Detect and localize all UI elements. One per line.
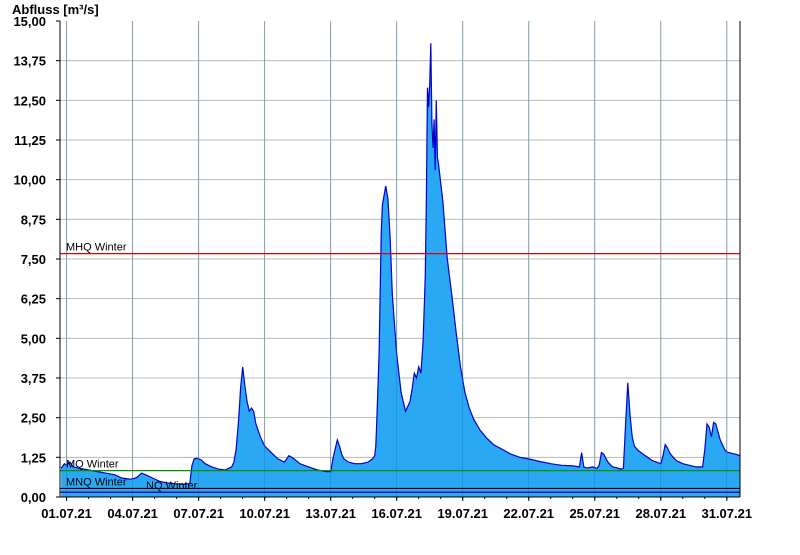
x-tick-label: 13.07.21 [305, 506, 356, 521]
y-tick-label: 10,00 [13, 173, 46, 188]
x-tick-label: 10.07.21 [239, 506, 290, 521]
x-tick-label: 01.07.21 [41, 506, 92, 521]
reference-line-label: MQ Winter [66, 459, 119, 471]
y-tick-label: 6,25 [21, 292, 46, 307]
y-tick-label: 0,00 [21, 490, 46, 505]
reference-line-label: MNQ Winter [66, 476, 127, 488]
x-tick-label: 04.07.21 [107, 506, 158, 521]
x-tick-label: 19.07.21 [437, 506, 488, 521]
y-tick-label: 2,50 [21, 411, 46, 426]
y-tick-label: 3,75 [21, 371, 46, 386]
y-tick-label: 15,00 [13, 14, 46, 29]
y-tick-label: 8,75 [21, 212, 46, 227]
discharge-area [61, 43, 741, 497]
discharge-line [60, 43, 741, 485]
y-tick-label: 12,50 [13, 93, 46, 108]
x-tick-label: 16.07.21 [371, 506, 422, 521]
reference-line-label: MHQ Winter [66, 242, 127, 254]
y-tick-label: 7,50 [21, 252, 46, 267]
y-tick-label: 13,75 [13, 54, 46, 69]
y-axis-label: Abfluss [m³/s] [12, 2, 99, 17]
x-tick-label: 25.07.21 [569, 506, 620, 521]
x-tick-label: 28.07.21 [635, 506, 686, 521]
y-tick-label: 11,25 [14, 133, 46, 148]
reference-line-label: NQ Winter [146, 480, 198, 492]
x-tick-label: 22.07.21 [503, 506, 554, 521]
y-tick-label: 1,25 [21, 450, 46, 465]
y-tick-label: 5,00 [21, 331, 46, 346]
x-tick-label: 07.07.21 [173, 506, 224, 521]
x-tick-label: 31.07.21 [701, 506, 752, 521]
